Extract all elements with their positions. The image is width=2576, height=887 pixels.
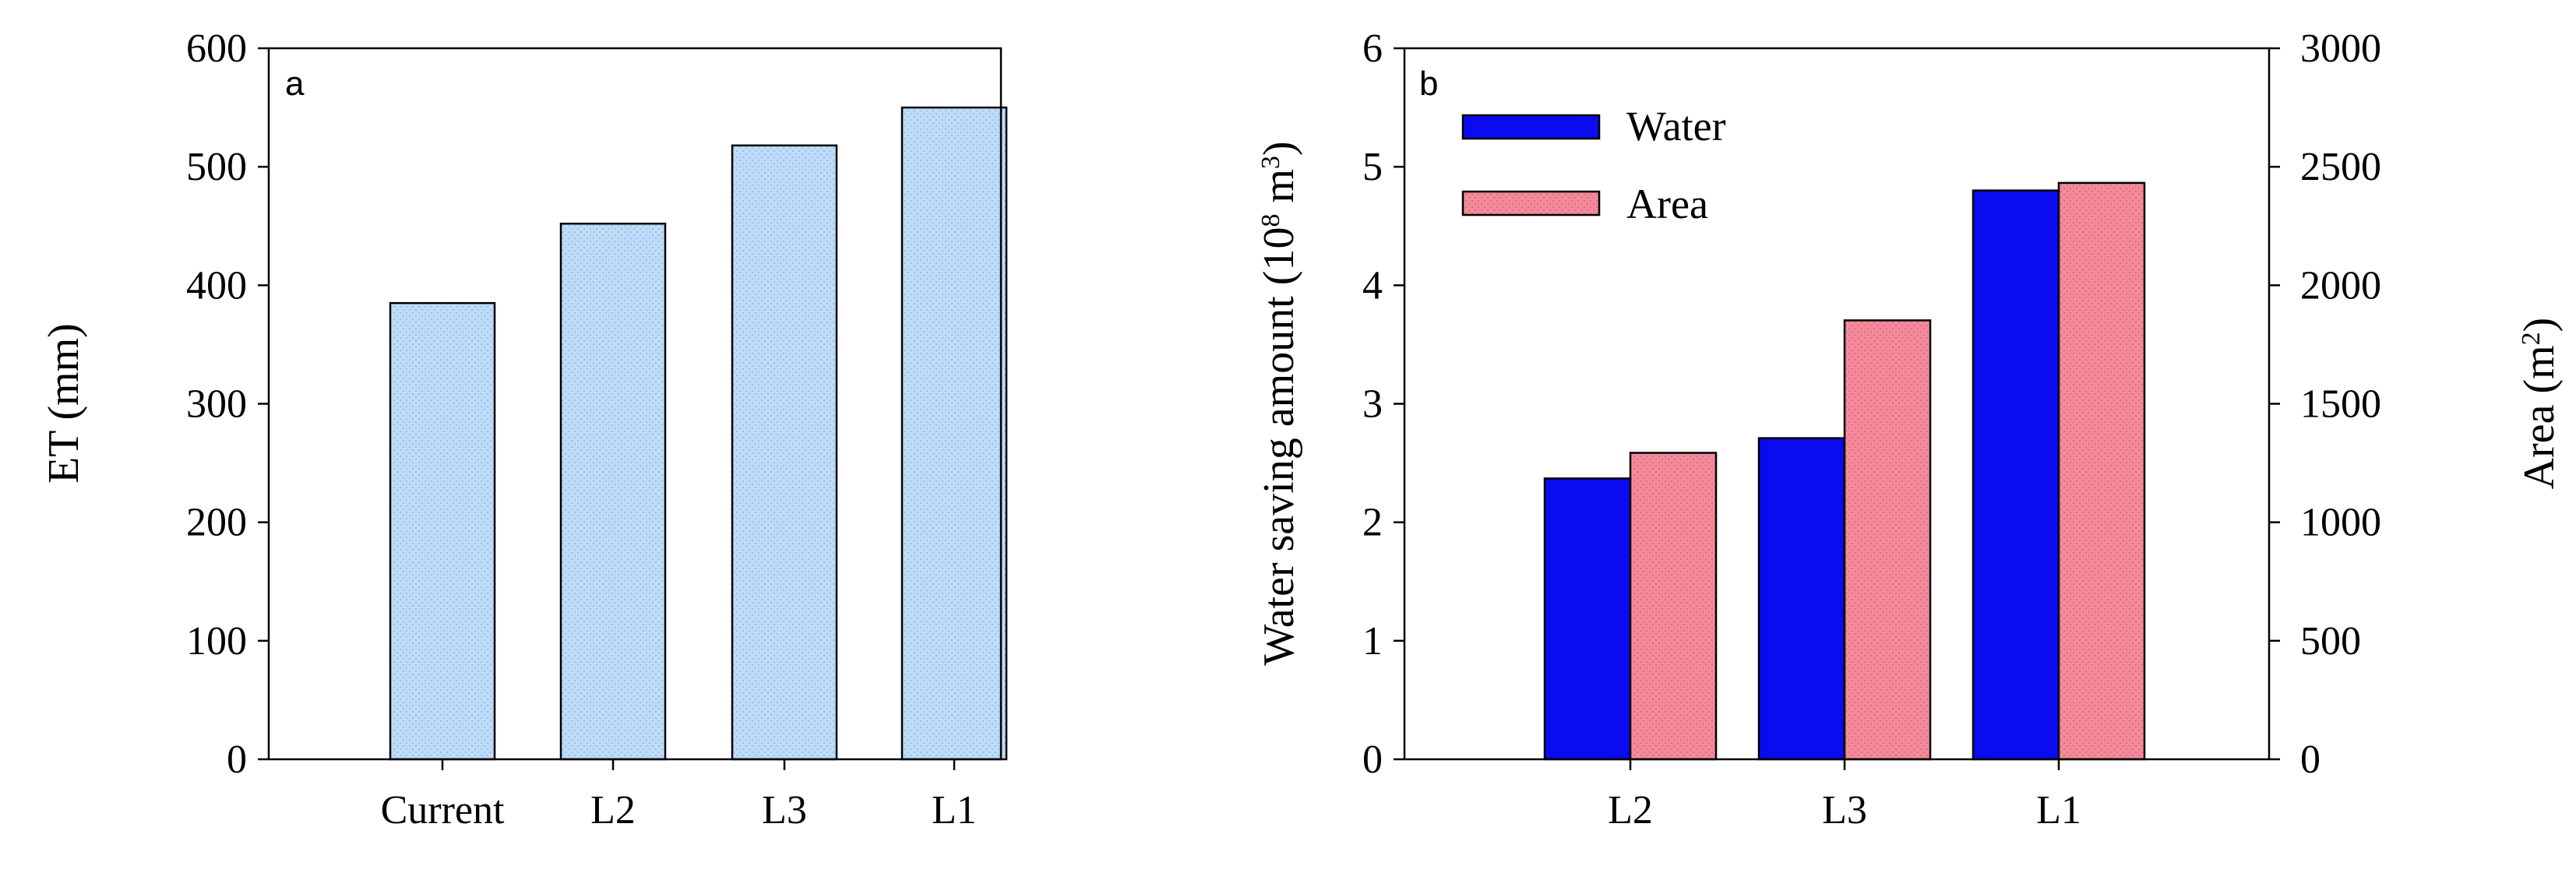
panel-b-x-tick-label: L2 bbox=[1608, 788, 1653, 832]
legend-swatch-area bbox=[1461, 190, 1601, 216]
panel-a-bar-l2 bbox=[559, 222, 667, 761]
panel-b-left-y-tick-label: 3 bbox=[1362, 382, 1383, 427]
panel-b-x-tick-label: L3 bbox=[1822, 788, 1867, 832]
panel-b-x-tick-labels: L2 L3 L1 bbox=[1608, 788, 2081, 832]
legend-label-water: Water bbox=[1626, 103, 1726, 150]
panel-b-x-tick-label: L1 bbox=[2036, 788, 2081, 832]
panel-b-y-ticks bbox=[1394, 47, 2280, 770]
panel-a-x-tick-label: L2 bbox=[590, 788, 636, 832]
panel-b-bar-water-l3 bbox=[1757, 437, 1846, 761]
panel-a-bars bbox=[389, 106, 1008, 761]
panel-b-left-y-tick-label: 6 bbox=[1362, 26, 1383, 71]
legend-label-area: Area bbox=[1626, 181, 1708, 227]
panel-b-right-y-tick-label: 3000 bbox=[2300, 26, 2381, 71]
panel-a-y-tick-label: 300 bbox=[186, 382, 247, 427]
panel-a-bar-l1 bbox=[900, 106, 1008, 761]
panel-b-right-y-tick-label: 500 bbox=[2300, 619, 2361, 663]
panel-a-x-tick-label: L3 bbox=[762, 788, 807, 832]
panel-a-bar-current bbox=[389, 301, 496, 761]
panel-b-left-y-tick-label: 5 bbox=[1362, 145, 1383, 189]
panel-a-y-tick-label: 100 bbox=[186, 619, 247, 663]
panel-b-right-y-tick-label: 2500 bbox=[2300, 145, 2381, 189]
panel-a-label: a bbox=[285, 65, 305, 103]
panel-b-left-y-tick-label: 2 bbox=[1362, 501, 1383, 545]
panel-a-plot-frame bbox=[267, 47, 1003, 761]
panel-a-bar-l3 bbox=[731, 144, 838, 761]
legend-swatch-water bbox=[1461, 114, 1601, 140]
panel-a-et-chart: 0 100 200 300 400 500 600 Current L2 L3 L1 a ET (… bbox=[40, 26, 1008, 832]
panel-b-right-y-axis-title: Area (m2) bbox=[2515, 318, 2564, 490]
panel-a-y-tick-label: 200 bbox=[186, 501, 247, 545]
panel-b-left-y-tick-label: 1 bbox=[1362, 619, 1383, 663]
panel-a-y-tick-label: 0 bbox=[227, 737, 247, 782]
panel-a-y-ticks bbox=[258, 47, 956, 770]
panel-a-y-tick-labels: 0 100 200 300 400 500 600 bbox=[186, 26, 247, 782]
panel-b-bar-water-l1 bbox=[1972, 189, 2060, 761]
panel-b-bar-area-l1 bbox=[2057, 181, 2146, 761]
panel-b-bars bbox=[1543, 181, 2146, 761]
panel-b-left-y-tick-labels: 0 1 2 3 4 5 6 bbox=[1362, 26, 1383, 782]
panel-b-left-y-axis-title: Water saving amount (108 m3) bbox=[1255, 141, 1303, 665]
panel-b-bar-water-l2 bbox=[1543, 477, 1632, 761]
panel-b-right-y-tick-label: 1500 bbox=[2300, 382, 2381, 427]
panel-b-bar-area-l3 bbox=[1843, 319, 1932, 761]
panel-b-right-y-tick-labels: 0 500 1000 1500 2000 2500 3000 bbox=[2300, 26, 2381, 782]
panel-b-plot-frame bbox=[1403, 47, 2271, 761]
panel-b-right-y-tick-label: 2000 bbox=[2300, 263, 2381, 308]
panel-a-x-tick-labels: Current L2 L3 L1 bbox=[381, 788, 977, 832]
panel-a-y-axis-title: ET (mm) bbox=[40, 323, 88, 484]
panel-b-left-y-tick-label: 4 bbox=[1362, 263, 1383, 308]
panel-b-legend: Water Area bbox=[1461, 103, 1726, 227]
panel-b-label: b bbox=[1419, 65, 1438, 103]
panel-a-y-tick-label: 400 bbox=[186, 263, 247, 308]
panel-b-left-y-tick-label: 0 bbox=[1362, 737, 1383, 782]
panel-a-x-tick-label: L1 bbox=[932, 788, 977, 832]
panel-a-y-tick-label: 500 bbox=[186, 145, 247, 189]
panel-a-x-tick-label: Current bbox=[381, 788, 505, 832]
panel-b-bar-area-l2 bbox=[1629, 452, 1718, 761]
panel-b-right-y-tick-label: 0 bbox=[2300, 737, 2321, 782]
panel-b-right-y-tick-label: 1000 bbox=[2300, 501, 2381, 545]
panel-a-y-tick-label: 600 bbox=[186, 26, 247, 71]
